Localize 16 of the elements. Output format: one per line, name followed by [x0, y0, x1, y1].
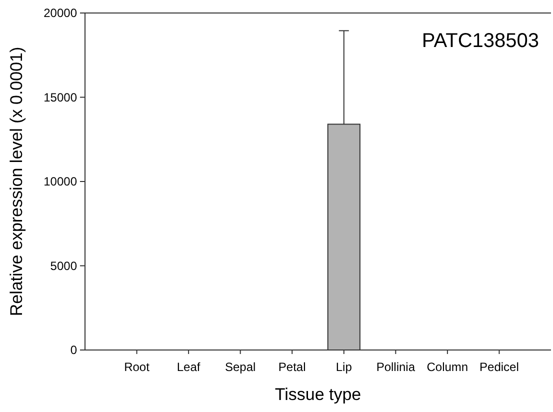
y-tick-label: 20000	[44, 6, 78, 20]
x-axis-title: Tissue type	[274, 385, 362, 404]
x-tick-label: Lip	[336, 360, 352, 374]
x-tick-label: Leaf	[176, 360, 201, 374]
y-tick-label: 10000	[44, 174, 78, 189]
y-tick-label: 15000	[44, 90, 78, 104]
x-tick-label: Pedicel	[480, 360, 519, 374]
x-tick-label: Petal	[278, 360, 306, 374]
x-tick-label: Pollinia	[376, 360, 416, 374]
y-tick-label: 5000	[50, 258, 78, 273]
x-tick-label: Sepal	[224, 360, 256, 374]
y-tick-label: 0	[70, 343, 78, 358]
text: PATC138503	[422, 30, 539, 52]
y-axis-title: Relative expression level (x 0.0001)	[7, 46, 26, 316]
x-tick-label: Root	[124, 360, 150, 374]
x-tick-label: Column	[426, 360, 468, 374]
